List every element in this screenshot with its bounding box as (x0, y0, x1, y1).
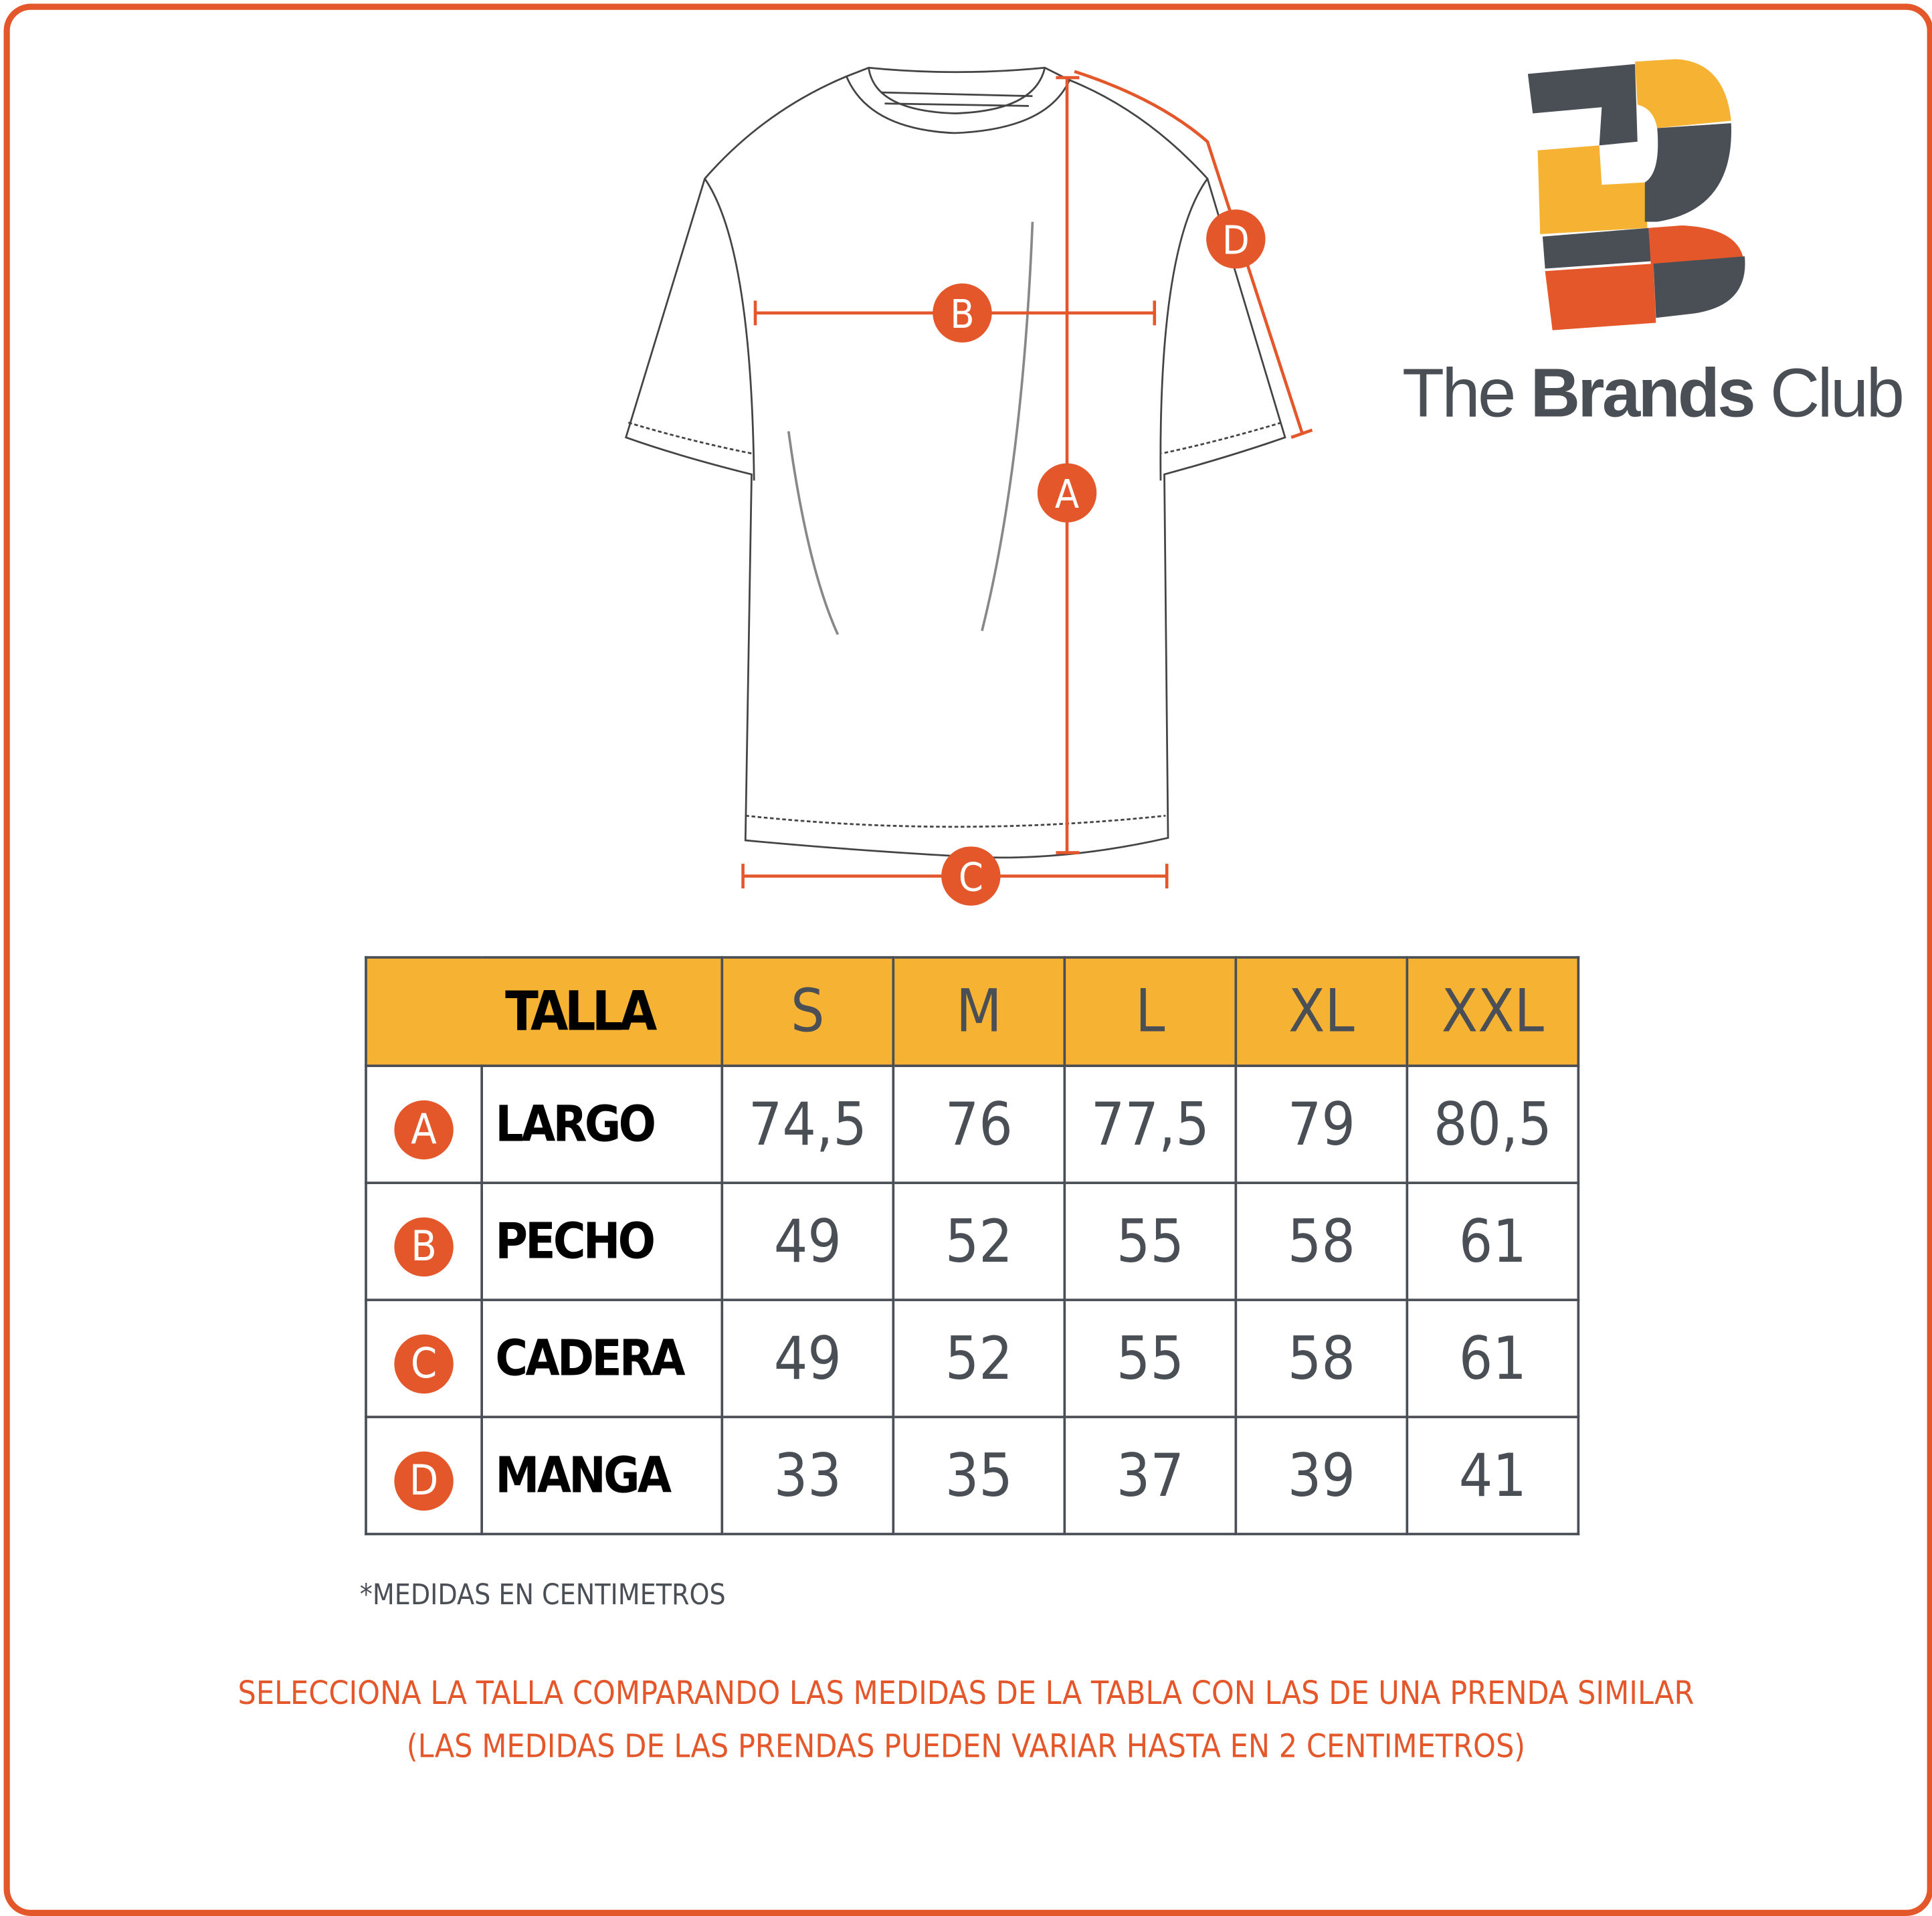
measure-cell: 41 (1406, 1416, 1580, 1535)
talla-header: TALLA (365, 956, 724, 1067)
measure-cell: 58 (1234, 1181, 1409, 1301)
instruction-line-2: (LAS MEDIDAS DE LAS PRENDAS PUEDEN VARIA… (406, 1729, 1526, 1766)
letter-badge: C (394, 1334, 454, 1394)
size-header: XL (1234, 956, 1409, 1067)
letter-badge: A (394, 1100, 454, 1160)
table-row: D MANGA 33 35 37 39 41 (365, 1416, 1580, 1535)
row-label: CADERA (480, 1299, 724, 1418)
row-label: PECHO (480, 1181, 724, 1301)
measure-cell: 79 (1234, 1064, 1409, 1184)
measure-cell: 52 (892, 1181, 1066, 1301)
row-label: LARGO (480, 1064, 724, 1184)
measure-cell: 58 (1234, 1299, 1409, 1418)
row-letter: B (365, 1181, 483, 1301)
size-table: TALLA S M L XL XXL A LARGO 74,5 76 77,5 79 80,… (365, 956, 1580, 1535)
marker-d: D (1222, 217, 1250, 263)
measure-cell: 49 (720, 1181, 895, 1301)
marker-c: C (959, 854, 983, 900)
marker-b: B (950, 291, 974, 337)
size-header: S (720, 956, 895, 1067)
letter-badge: D (394, 1451, 454, 1511)
measure-markers: A B C D (933, 209, 1266, 906)
letter-badge: B (394, 1217, 454, 1277)
row-label: MANGA (480, 1416, 724, 1535)
marker-a: A (1055, 471, 1079, 517)
brand-name: The Brands Club (1402, 353, 1905, 432)
row-letter: C (365, 1299, 483, 1418)
size-header: XXL (1406, 956, 1580, 1067)
measure-cell: 76 (892, 1064, 1066, 1184)
header-row: TALLA S M L XL XXL (365, 956, 1580, 1067)
measure-cell: 80,5 (1406, 1064, 1580, 1184)
measure-cell: 52 (892, 1299, 1066, 1418)
measure-cell: 77,5 (1063, 1064, 1238, 1184)
measure-cell: 55 (1063, 1299, 1238, 1418)
size-header: L (1063, 956, 1238, 1067)
measure-cell: 33 (720, 1416, 895, 1535)
measure-cell: 39 (1234, 1416, 1409, 1535)
measure-cell: 74,5 (720, 1064, 895, 1184)
measure-cell: 49 (720, 1299, 895, 1418)
measure-cell: 61 (1406, 1299, 1580, 1418)
measure-cell: 61 (1406, 1181, 1580, 1301)
measure-cell: 37 (1063, 1416, 1238, 1535)
measure-cell: 55 (1063, 1181, 1238, 1301)
tshirt-diagram: A B C D (624, 66, 1313, 906)
instruction-line-1: SELECCIONA LA TALLA COMPARANDO LAS MEDID… (237, 1675, 1695, 1713)
row-letter: A (365, 1064, 483, 1184)
table-row: B PECHO 49 52 55 58 61 (365, 1181, 1580, 1301)
table-row: C CADERA 49 52 55 58 61 (365, 1299, 1580, 1418)
brand-logo-icon (1527, 59, 1745, 330)
units-note: *MEDIDAS EN CENTIMETROS (359, 1579, 726, 1612)
measure-cell: 35 (892, 1416, 1066, 1535)
size-header: M (892, 956, 1066, 1067)
row-letter: D (365, 1416, 483, 1535)
table-row: A LARGO 74,5 76 77,5 79 80,5 (365, 1064, 1580, 1184)
